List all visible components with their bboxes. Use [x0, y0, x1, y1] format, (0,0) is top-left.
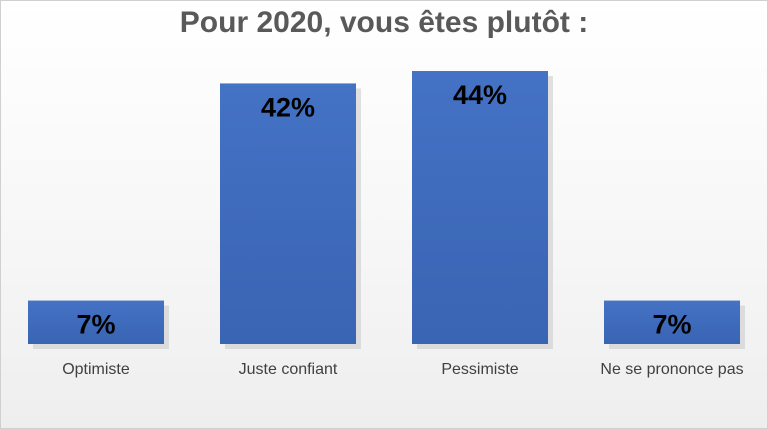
labels-group: 7% Optimiste 42% Juste confiant 44% Pessimist… [62, 80, 743, 378]
bar-1 [220, 83, 356, 344]
data-label-3: 7% [652, 310, 691, 340]
category-label-1: Juste confiant [239, 361, 338, 378]
data-label-1: 42% [261, 92, 315, 122]
bar-3 [604, 300, 740, 344]
data-label-2: 44% [453, 80, 507, 110]
bar-2 [412, 71, 548, 344]
category-label-3: Ne se prononce pas [600, 361, 743, 378]
chart-title: Pour 2020, vous êtes plutôt : [179, 6, 589, 39]
data-label-0: 7% [76, 310, 115, 340]
bars-group [28, 71, 745, 349]
bar-0 [28, 300, 164, 344]
category-label-2: Pessimiste [441, 361, 518, 378]
category-label-0: Optimiste [62, 361, 130, 378]
